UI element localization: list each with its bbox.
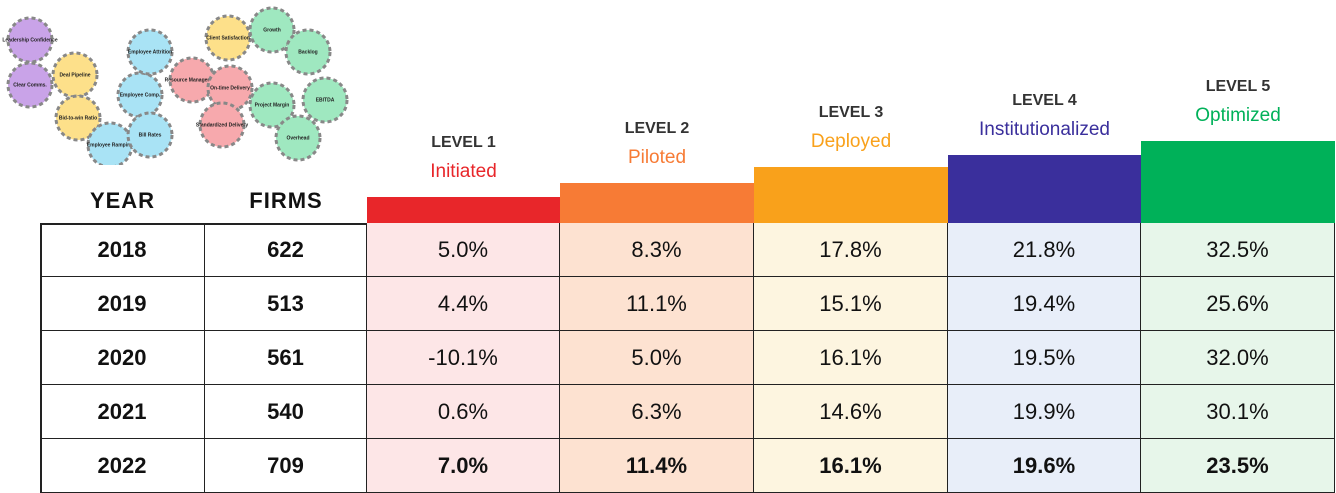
gear bbox=[6, 16, 54, 64]
level-number: LEVEL 4 bbox=[1012, 92, 1077, 109]
level-bar bbox=[560, 183, 754, 223]
table-cell: 6.3% bbox=[560, 385, 754, 439]
gear-label: Employee Attrition bbox=[128, 49, 172, 55]
gear-label: On-time Delivery bbox=[210, 85, 250, 91]
gear bbox=[206, 64, 254, 112]
gear bbox=[204, 14, 252, 62]
table-cell: 0.6% bbox=[367, 385, 560, 439]
level-name: Institutionalized bbox=[979, 119, 1110, 140]
gear-label: Backlog bbox=[298, 49, 317, 55]
table-cell: 32.0% bbox=[1141, 331, 1335, 385]
table-cell: 2021 bbox=[40, 385, 205, 439]
gear-label: Resource Management bbox=[165, 77, 220, 83]
gear bbox=[116, 71, 164, 119]
gear bbox=[301, 76, 349, 124]
table-cell: 540 bbox=[205, 385, 367, 439]
table-cell: 21.8% bbox=[948, 223, 1141, 277]
level-bar bbox=[948, 155, 1141, 223]
gear bbox=[126, 28, 174, 76]
table-cell: 7.0% bbox=[367, 439, 560, 493]
table-cell: 2019 bbox=[40, 277, 205, 331]
gear-label: EBITDA bbox=[316, 97, 335, 103]
gear bbox=[54, 94, 102, 142]
table-cell: 2018 bbox=[40, 223, 205, 277]
level-number: LEVEL 1 bbox=[431, 134, 496, 151]
table-cell: 14.6% bbox=[754, 385, 948, 439]
gear-label: Clear Comms. bbox=[13, 82, 47, 88]
gear bbox=[274, 114, 322, 162]
gear bbox=[198, 101, 246, 149]
table-cell: 19.5% bbox=[948, 331, 1141, 385]
level-number: LEVEL 5 bbox=[1205, 78, 1271, 95]
gear bbox=[51, 51, 99, 99]
table-cell: 2022 bbox=[40, 439, 205, 493]
table-cell: 11.4% bbox=[560, 439, 754, 493]
table-cell: 16.1% bbox=[754, 331, 948, 385]
table-cell: 709 bbox=[205, 439, 367, 493]
level-name: Deployed bbox=[810, 131, 892, 152]
level-name: Piloted bbox=[627, 147, 687, 168]
gear-label: Employee Comp. bbox=[120, 92, 161, 98]
gear-label: Overhead bbox=[286, 135, 309, 141]
table-cell: 25.6% bbox=[1141, 277, 1335, 331]
table-cell: 23.5% bbox=[1141, 439, 1335, 493]
table-cell: 16.1% bbox=[754, 439, 948, 493]
level-bar bbox=[1141, 141, 1335, 223]
level-bar bbox=[367, 197, 560, 223]
table-cell: 19.4% bbox=[948, 277, 1141, 331]
table-cell: 5.0% bbox=[367, 223, 560, 277]
gear bbox=[248, 6, 296, 54]
level-number: LEVEL 3 bbox=[818, 104, 884, 121]
column-header: YEAR bbox=[89, 188, 156, 213]
gear-label: Bill Rates bbox=[139, 132, 162, 138]
level-bar bbox=[754, 167, 948, 223]
table-cell: 11.1% bbox=[560, 277, 754, 331]
gear-label: Client Satisfaction bbox=[206, 35, 250, 41]
table-cell: 15.1% bbox=[754, 277, 948, 331]
gear bbox=[284, 28, 332, 76]
gear-label: Employee Ramping bbox=[87, 142, 133, 148]
gear bbox=[6, 61, 54, 109]
gear-label: Bid-to-win Ratio bbox=[59, 115, 97, 121]
table-cell: 5.0% bbox=[560, 331, 754, 385]
gear bbox=[248, 81, 296, 129]
table-cell: 8.3% bbox=[560, 223, 754, 277]
level-name: Initiated bbox=[430, 161, 497, 182]
table-cell: 32.5% bbox=[1141, 223, 1335, 277]
gear-graphic: Leadership Confidence Clear Comms. Deal Pi… bbox=[2, 6, 349, 165]
gear-label: Deal Pipeline bbox=[59, 72, 90, 78]
table-cell: 19.6% bbox=[948, 439, 1141, 493]
table-cell: 17.8% bbox=[754, 223, 948, 277]
level-number: LEVEL 2 bbox=[624, 120, 690, 137]
table-cell: 30.1% bbox=[1141, 385, 1335, 439]
gear-label: Leadership Confidence bbox=[2, 37, 58, 43]
gear-label: Project Margin bbox=[255, 102, 290, 108]
level-name: Optimized bbox=[1195, 105, 1281, 126]
table-cell: 513 bbox=[205, 277, 367, 331]
gear bbox=[126, 111, 174, 159]
table-cell: 19.9% bbox=[948, 385, 1141, 439]
table-cell: 4.4% bbox=[367, 277, 560, 331]
table-cell: 2020 bbox=[40, 331, 205, 385]
gear-label: Standardized Delivery bbox=[196, 122, 248, 128]
gear-label: Growth bbox=[263, 27, 281, 33]
table-border bbox=[40, 223, 42, 493]
column-header: FIRMS bbox=[249, 188, 323, 213]
table-cell: 622 bbox=[205, 223, 367, 277]
table-cell: -10.1% bbox=[367, 331, 560, 385]
table-cell: 561 bbox=[205, 331, 367, 385]
